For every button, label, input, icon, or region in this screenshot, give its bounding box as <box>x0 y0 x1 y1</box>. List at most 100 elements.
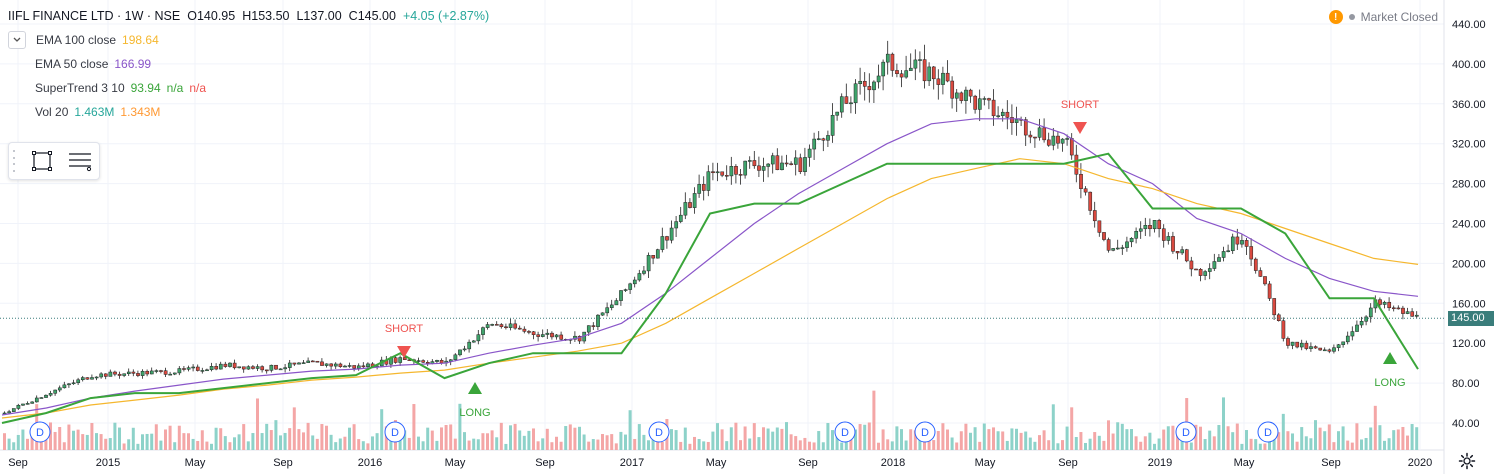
volume-bar <box>398 436 402 450</box>
volume-bar <box>716 423 719 450</box>
candle-body <box>122 373 127 376</box>
candle-body <box>205 369 209 372</box>
price-tick-label: 120.00 <box>1452 338 1486 350</box>
volume-bar <box>1203 439 1207 450</box>
volume-bar <box>536 441 540 450</box>
series-line-ema-50-close <box>1 118 1419 416</box>
volume-bar <box>1079 432 1083 450</box>
dividend-marker-label: D <box>391 427 399 439</box>
volume-bar <box>1392 430 1396 450</box>
candle-body <box>1000 111 1005 116</box>
candle-body <box>416 360 421 362</box>
volume-bar <box>605 435 609 450</box>
volume-bar <box>798 440 802 450</box>
volume-bar <box>1226 426 1230 450</box>
volume-bar <box>932 440 936 450</box>
lines-tool-icon[interactable] <box>63 146 97 176</box>
candle-body <box>1157 220 1162 229</box>
volume-bar <box>1281 413 1285 450</box>
candle-body <box>1391 307 1396 310</box>
volume-bar <box>522 435 526 450</box>
candle-body <box>140 370 145 376</box>
volume-bar <box>877 442 880 450</box>
warning-icon[interactable]: ! <box>1328 10 1343 24</box>
volume-bar <box>214 427 218 450</box>
volume-bar <box>711 431 715 450</box>
volume-bar <box>481 433 485 450</box>
indicator-value-2: 1.343M <box>120 105 161 119</box>
volume-bar <box>518 430 522 450</box>
candle-body <box>531 331 536 335</box>
gear-icon[interactable] <box>1458 452 1476 470</box>
candle-body <box>1180 249 1185 254</box>
candle-body <box>136 373 140 376</box>
candle-body <box>90 377 94 380</box>
indicator-supertrend[interactable]: SuperTrend 3 10 93.94 n/a n/a <box>35 76 489 100</box>
volume-bar <box>150 433 154 450</box>
volume-bar <box>720 429 724 450</box>
candle-body <box>16 404 21 409</box>
price-change: +4.05 (+2.87%) <box>402 9 490 23</box>
volume-bar <box>58 426 62 450</box>
volume-bar <box>1350 442 1354 450</box>
dividend-marker[interactable] <box>384 421 406 443</box>
candle-body <box>1290 341 1295 346</box>
dividend-marker[interactable] <box>834 421 856 443</box>
indicator-ema50[interactable]: EMA 50 close 166.99 <box>35 52 489 76</box>
volume-bar <box>1166 426 1170 450</box>
candle-body <box>807 148 812 158</box>
dividend-marker[interactable] <box>648 421 670 443</box>
candle-body <box>1364 316 1369 322</box>
volume-bar <box>1240 443 1244 450</box>
time-tick-label: May <box>1234 457 1255 469</box>
dividend-marker[interactable] <box>1257 421 1279 443</box>
rectangle-tool-icon[interactable] <box>25 146 59 176</box>
candle-body <box>826 135 830 141</box>
volume-bar <box>541 438 545 450</box>
volume-bar <box>656 441 660 450</box>
volume-bar <box>890 441 894 450</box>
volume-bar <box>601 434 604 450</box>
dividend-marker[interactable] <box>29 421 51 443</box>
volume-bar <box>164 429 167 450</box>
candle-body <box>1051 135 1056 146</box>
dividend-marker-label: D <box>1182 427 1190 439</box>
candle-body <box>25 403 30 405</box>
indicator-value: 166.99 <box>114 57 152 71</box>
volume-bar <box>1162 429 1166 450</box>
symbol-title[interactable]: IIFL FINANCE LTD · 1W · NSE <box>8 9 181 23</box>
volume-bar <box>145 433 149 450</box>
volume-bar <box>1010 428 1014 450</box>
indicator-volume[interactable]: Vol 20 1.463M 1.343M <box>35 100 489 124</box>
volume-bar <box>1341 426 1345 450</box>
volume-bar <box>403 430 407 450</box>
chevron-down-icon[interactable] <box>8 31 26 49</box>
candle-body <box>1143 224 1148 230</box>
candle-body <box>117 373 122 376</box>
volume-bar <box>748 438 752 450</box>
dividend-marker[interactable] <box>914 421 936 443</box>
candle-body <box>1069 138 1074 156</box>
price-tick-label: 240.00 <box>1452 219 1486 231</box>
price-tick-label: 40.00 <box>1452 418 1480 430</box>
drag-handle[interactable] <box>13 150 17 172</box>
dividend-marker[interactable] <box>1175 421 1197 443</box>
chart-legend: IIFL FINANCE LTD · 1W · NSE O140.95 H153… <box>8 8 489 124</box>
volume-bar <box>913 430 917 450</box>
candle-body <box>844 96 849 104</box>
dividend-marker-label: D <box>36 427 44 439</box>
candle-body <box>927 66 932 82</box>
volume-bar <box>1051 404 1055 450</box>
indicator-ema100[interactable]: EMA 100 close 198.64 <box>8 28 489 52</box>
candle-body <box>1046 139 1051 146</box>
volume-bar <box>196 440 200 450</box>
candle-body <box>517 327 522 330</box>
volume-bar <box>858 424 862 450</box>
candle-body <box>1171 236 1175 252</box>
candle-body <box>1010 117 1014 123</box>
candle-body <box>1120 247 1125 249</box>
candle-body <box>513 323 518 329</box>
volume-bar <box>1139 441 1143 450</box>
volume-bar <box>352 424 356 450</box>
